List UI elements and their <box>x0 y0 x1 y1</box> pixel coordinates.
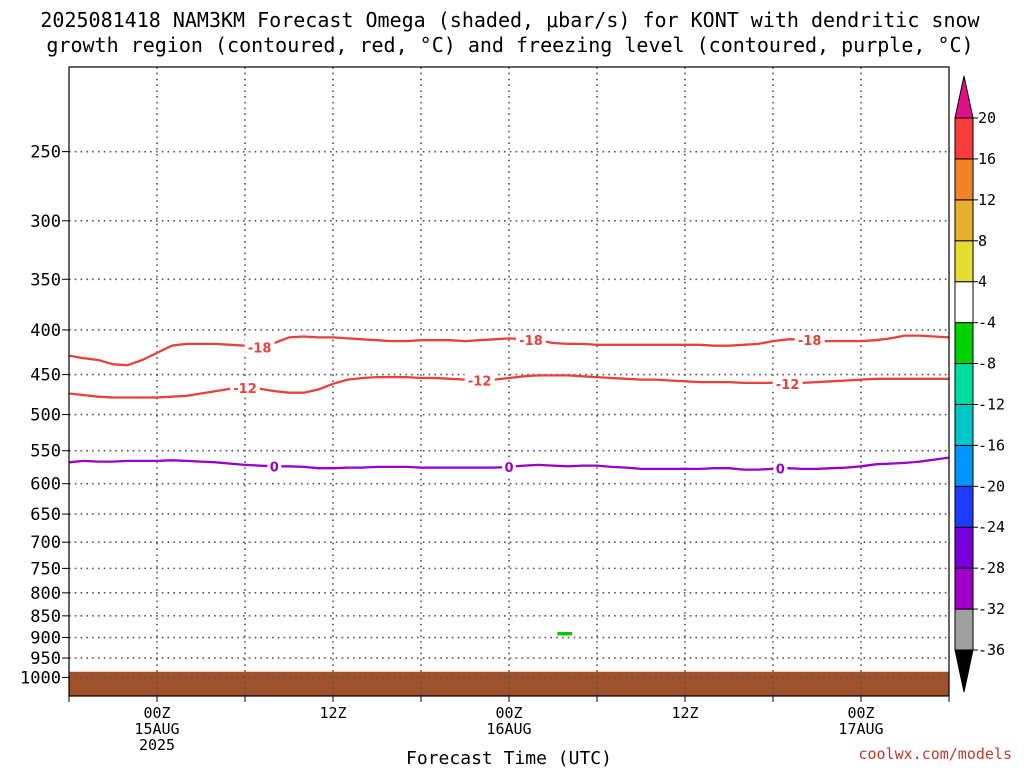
y-tick-label: 750 <box>30 559 61 579</box>
contour-label-bg <box>267 458 282 475</box>
y-tick-label: 700 <box>30 533 61 553</box>
contour-label: -18 <box>798 334 822 349</box>
colorbar-tick-label: 16 <box>978 150 996 168</box>
y-tick-label: 1000 <box>20 668 61 688</box>
colorbar-tick-label: 8 <box>978 232 987 250</box>
colorbar-tick-label: -32 <box>978 600 1005 618</box>
colorbar-band <box>954 567 974 610</box>
colorbar-band <box>954 240 974 283</box>
colorbar-band <box>954 485 974 528</box>
colorbar-band <box>954 281 974 324</box>
x-tick-label: 15AUG <box>134 720 179 738</box>
colorbar-extend-low <box>954 649 974 693</box>
colorbar-band <box>954 117 974 160</box>
colorbar-tick-label: -28 <box>978 559 1005 577</box>
colorbar-band <box>954 363 974 405</box>
colorbar-band <box>954 199 974 242</box>
y-tick-label: 600 <box>30 475 61 495</box>
contour-label: -12 <box>468 374 492 389</box>
colorbar-band <box>954 526 974 569</box>
contour-label-bg <box>502 458 516 475</box>
colorbar-band <box>954 403 974 446</box>
x-tick-label: 12Z <box>319 704 346 722</box>
x-axis-label: Forecast Time (UTC) <box>406 748 612 768</box>
colorbar-band <box>954 322 974 365</box>
contour-label: -18 <box>519 334 543 349</box>
y-tick-label: 400 <box>30 321 61 341</box>
y-tick-label: 500 <box>30 406 61 426</box>
colorbar-tick-label: -20 <box>978 477 1005 495</box>
contour-label: 0 <box>270 460 279 475</box>
contour-label-bg <box>464 372 495 389</box>
colorbar-band <box>954 444 974 487</box>
x-tick-label: 12Z <box>671 704 698 722</box>
plot-frame <box>68 66 950 697</box>
omega-shading <box>557 632 573 636</box>
colorbar-band <box>954 608 974 651</box>
x-tick-label: 00Z <box>143 704 170 722</box>
contour-label: -12 <box>233 382 257 397</box>
below-ground-shading <box>69 671 949 696</box>
x-tick-label: 17AUG <box>838 720 883 738</box>
colorbar-band <box>954 158 974 201</box>
x-tick-label: 2025 <box>139 736 175 754</box>
x-tick-label: 00Z <box>847 704 874 722</box>
contour-label: -12 <box>776 378 800 393</box>
colorbar-tick-label: -16 <box>978 436 1005 454</box>
plot-area: 2503003504004505005506006507007508008509… <box>20 66 950 754</box>
colorbar-tick-label: -4 <box>978 314 996 332</box>
y-tick-label: 950 <box>30 649 61 669</box>
y-tick-label: 850 <box>30 607 61 627</box>
credit-text: coolwx.com/models <box>858 745 1012 763</box>
y-tick-label: 300 <box>30 212 61 232</box>
y-tick-label: 900 <box>30 629 61 649</box>
colorbar-extend-high <box>954 75 974 119</box>
colorbar-tick-label: 12 <box>978 191 996 209</box>
x-tick-label: 16AUG <box>486 720 531 738</box>
colorbar-tick-label: -24 <box>978 518 1005 536</box>
colorbar-tick-label: 20 <box>978 109 996 127</box>
y-tick-label: 450 <box>30 366 61 386</box>
y-tick-label: 550 <box>30 442 61 462</box>
contour-label-bg <box>773 460 788 477</box>
colorbar-tick-label: 4 <box>978 273 987 291</box>
contour-label-bg <box>230 379 260 396</box>
chart-title-line-2: growth region (contoured, red, °C) and f… <box>46 33 973 57</box>
contour-label-bg <box>244 339 275 356</box>
chart-title-line-1: 2025081418 NAM3KM Forecast Omega (shaded… <box>40 8 980 32</box>
contour-label-bg <box>516 331 546 348</box>
x-tick-label: 00Z <box>495 704 522 722</box>
colorbar-tick-label: -8 <box>978 355 996 373</box>
contour-label: 0 <box>776 463 785 478</box>
contour-label: -18 <box>248 342 272 357</box>
contour-label: 0 <box>504 461 513 476</box>
contour-label-bg <box>794 332 825 349</box>
y-tick-label: 350 <box>30 270 61 290</box>
colorbar: -36 -32 -28 -24 -20 -16 -12 -8 -4 4 8 12 16 20 <box>954 75 1005 693</box>
colorbar-tick-label: -36 <box>978 641 1005 659</box>
y-tick-label: 800 <box>30 584 61 604</box>
colorbar-tick-label: -12 <box>978 395 1005 413</box>
y-tick-label: 250 <box>30 143 61 163</box>
contour-label-bg <box>772 375 803 392</box>
y-tick-label: 650 <box>30 505 61 525</box>
